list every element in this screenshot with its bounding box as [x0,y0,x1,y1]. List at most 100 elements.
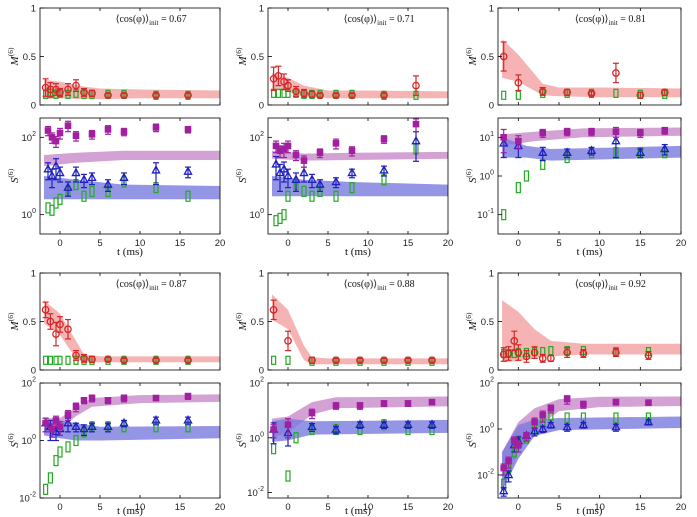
m-data-point [380,356,388,365]
blue-triangle-point [47,170,57,180]
chart-group-1: 0 0.5 1 M(6) ⟨cos(φ)⟩init = 0.67 100 102 0 5 10 15… [6,4,225,259]
m-data-point [41,83,50,92]
ylabel-superscript: (6) [234,433,243,442]
purple-square-point [64,411,72,418]
xtick-label: 20 [676,238,687,249]
m-data-point [300,89,308,98]
bottom-green-marker [293,432,299,444]
m-data-point [332,356,340,365]
blue-triangle-point [427,419,437,428]
top-ytick-label: 1 [489,4,494,15]
blue-triangle-point [586,145,597,154]
m-data-point [563,348,571,357]
purple-square-point [120,394,128,402]
top-green-marker [47,355,54,365]
blue-triangle-point [63,182,73,191]
bottom-green-marker [73,434,79,447]
m-data-point [72,81,80,90]
top-green-marker [185,90,191,100]
ylabel-superscript: (6) [6,433,15,442]
purple-square-point [270,426,277,433]
x-axis-label: t (ms) [345,246,371,258]
ylabel-superscript: (6) [234,47,243,56]
m-data-point [274,72,283,80]
purple-square-point [539,411,547,419]
ylabel-superscript: (6) [234,168,243,177]
xtick-label: 10 [363,502,374,513]
blue-triangle-point [151,415,161,424]
m-data-point [316,91,324,100]
top-ylabel: M(6) [464,312,479,331]
blue-triangle-point [119,417,129,427]
tick-exponent: -2 [258,486,264,493]
ylabel-superscript: (6) [464,47,473,56]
blue-triangle-point [43,163,53,173]
xtick-label: 5 [325,238,330,249]
m-data-point [46,317,55,326]
purple-square-point [428,398,436,406]
xtick-label: 0 [285,238,290,249]
top-ytick-label: 0 [31,101,36,112]
purple-square-point [380,135,388,143]
bottom-plot-area [268,118,448,234]
xtick-label: 15 [635,502,646,513]
blue-triangle-point [643,416,654,426]
purple-square-point [332,402,340,409]
blue-triangle-point [347,167,357,177]
blue-triangle-point [379,164,389,174]
blue-triangle-point [279,163,289,173]
top-green-marker [153,90,159,100]
blue-triangle-point [63,417,73,427]
blue-triangle-point [103,179,113,188]
bottom-ytick-label: 100 [22,208,37,221]
m-data-point [644,351,653,360]
chart-group-2: 0 0.5 1 M(6) ⟨cos(φ)⟩init = 0.71 100 102 0 5 10 15… [234,4,453,259]
annotation-value: = 0.92 [618,279,646,290]
bottom-green-marker [281,209,287,221]
purple-square-point [184,392,192,400]
purple-square-point [80,397,88,404]
purple-square-point [547,404,555,412]
annotation-subscript: init [149,284,158,292]
blue-triangle-point [498,485,509,495]
top-ytick-label: 1 [31,4,36,15]
xtick-label: 0 [57,238,62,249]
purple-band [272,396,448,438]
purple-square-point [580,400,587,408]
xtick-label: 0 [57,502,62,513]
bottom-ytick-label: 10-2 [477,469,494,482]
x-axis-label: t (ms) [345,505,371,517]
init-annotation: ⟨cos(φ)⟩init = 0.87 [116,279,187,292]
xtick-label: 15 [403,238,414,249]
annotation-subscript: init [608,19,617,27]
top-green-marker [381,90,387,100]
purple-square-point [563,395,571,403]
top-green-marker [309,89,315,99]
purple-square-point [612,398,620,406]
tick-exponent: -2 [30,492,36,499]
bottom-ytick-label: 102 [480,377,495,390]
blue-triangle-point [151,164,161,174]
purple-square-point [72,403,80,410]
m-data-point [52,330,60,338]
xtick-label: 10 [594,502,605,513]
purple-square-point [64,122,72,129]
purple-square-point [404,400,412,407]
bottom-green-marker [47,472,54,484]
top-green-marker [271,355,277,365]
purple-square-point [104,126,112,133]
xtick-label: 15 [175,238,186,249]
purple-square-point [56,129,64,137]
init-annotation: ⟨cos(φ)⟩init = 0.67 [116,14,187,27]
purple-square-point [292,151,300,159]
blue-triangle-point [411,135,421,145]
blue-triangle-point [183,415,193,424]
bottom-ylabel: S(6) [6,168,21,183]
m-data-point [88,89,96,98]
top-green-marker [515,90,521,100]
m-data-point [120,91,128,100]
x-axis-label: t (ms) [577,505,603,517]
